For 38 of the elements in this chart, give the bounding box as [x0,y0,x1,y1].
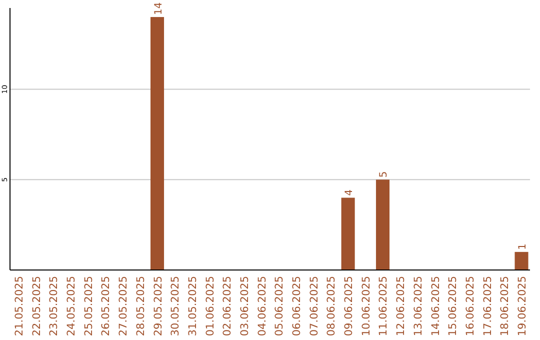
x-tick-label: 04.06.2025 [256,276,268,336]
bar [150,17,164,270]
x-tick-label: 10.06.2025 [360,276,372,336]
x-tick-label: 15.06.2025 [447,276,460,336]
data-label: 14 [153,2,164,16]
x-tick-label: 03.06.2025 [238,276,251,336]
x-tick-label: 09.06.2025 [343,276,356,336]
x-tick-label: 26.05.2025 [100,276,112,336]
x-tick-label: 24.05.2025 [66,276,78,336]
x-tick-label: 29.05.2025 [152,276,164,336]
data-label: 1 [518,244,528,250]
bar [341,198,355,270]
x-tick-label: 30.05.2025 [170,276,182,336]
x-tick-label: 27.05.2025 [118,276,130,336]
data-label: 4 [344,189,356,196]
x-tick-label: 02.06.2025 [222,276,234,336]
x-tick-label: 17.06.2025 [482,276,494,336]
x-tick-label: 11.06.2025 [378,276,390,336]
x-tick-label: 05.06.2025 [274,276,286,336]
x-tick-label: 01.06.2025 [204,276,216,336]
x-tick-label: 18.06.2025 [499,276,512,336]
x-tick-label: 31.05.2025 [186,276,199,336]
x-tick-label: 12.06.2025 [395,276,408,336]
x-tick-label: 25.05.2025 [82,276,95,336]
x-tick-label: 07.06.2025 [308,276,320,336]
x-tick-label: 16.06.2025 [464,276,476,336]
x-tick-label: 21.05.2025 [14,276,26,336]
bar [376,180,390,270]
data-label: 5 [378,171,390,178]
x-tick-label: 19.06.2025 [516,276,528,336]
x-tick-label: 23.05.2025 [48,276,60,336]
x-tick-label: 22.05.2025 [30,276,43,336]
x-tick-label: 13.06.2025 [412,276,424,336]
x-tick-label: 06.06.2025 [291,276,304,336]
x-tick-label: 28.05.2025 [134,276,147,336]
bar [514,252,528,270]
x-tick-label: 08.06.2025 [326,276,338,336]
x-tick-label: 14.06.2025 [430,276,442,336]
